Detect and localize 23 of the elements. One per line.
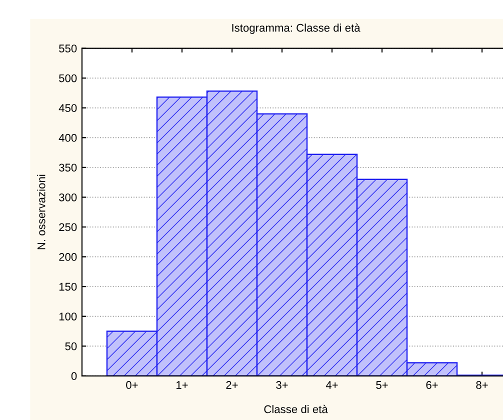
y-tick-label: 300: [59, 193, 77, 202]
x-tick-label: 2+: [226, 381, 238, 389]
x-tick-label: 3+: [276, 381, 288, 389]
x-axis-title: Classe di età: [264, 404, 328, 414]
y-tick-label: 0: [71, 372, 77, 380]
y-tick-label: 100: [59, 312, 77, 320]
y-tick-label: 250: [59, 223, 77, 232]
x-tick-label: 1+: [176, 381, 188, 389]
x-tick-label: 6+: [426, 381, 438, 389]
x-tick-label: 4+: [326, 381, 338, 389]
chart-title: Istogramma: Classe di età: [232, 23, 360, 34]
x-tick-label: 8+: [476, 381, 488, 389]
y-tick-label: 200: [59, 253, 77, 261]
x-tick-label: 0+: [126, 381, 138, 389]
y-tick-label: 450: [58, 104, 77, 112]
y-tick-label: 400: [58, 134, 77, 142]
x-tick-label: 5+: [376, 381, 388, 389]
y-tick-label: 50: [65, 342, 77, 350]
y-tick-label: 150: [59, 282, 77, 291]
y-tick-label: 500: [59, 74, 77, 82]
y-tick-label: 550: [59, 44, 77, 52]
y-axis-title: N. osservazioni: [37, 174, 46, 250]
y-tick-label: 350: [59, 164, 77, 172]
